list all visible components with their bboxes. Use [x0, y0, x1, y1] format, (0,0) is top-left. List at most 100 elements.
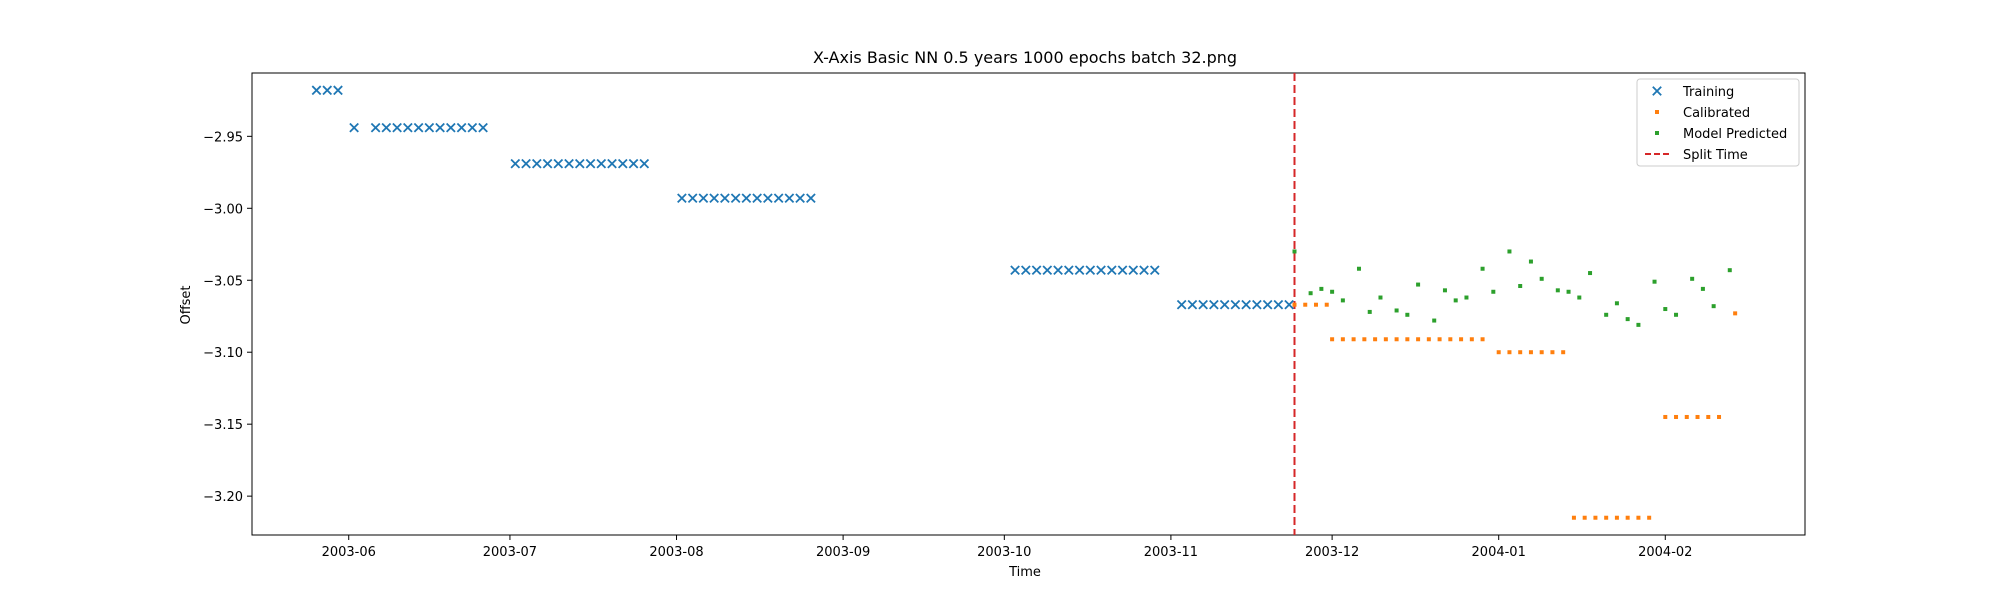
- legend-label: Calibrated: [1683, 106, 1750, 121]
- data-point: [1539, 276, 1544, 281]
- data-point: [1362, 337, 1367, 342]
- data-point: [1582, 515, 1587, 520]
- data-point: [1117, 265, 1128, 276]
- data-point: [1555, 288, 1560, 293]
- data-point: [1031, 265, 1042, 276]
- x-tick-label: 2003-09: [816, 545, 870, 560]
- data-point: [1149, 265, 1160, 276]
- data-point: [1727, 268, 1732, 273]
- data-point: [1480, 266, 1485, 271]
- data-point: [752, 193, 762, 204]
- data-point: [1273, 299, 1284, 310]
- data-point: [1308, 291, 1313, 296]
- data-point: [1636, 515, 1641, 520]
- y-tick-label: −3.20: [203, 490, 243, 505]
- data-point: [553, 158, 564, 169]
- x-tick-label: 2003-11: [1144, 545, 1198, 560]
- data-point: [1139, 265, 1149, 276]
- data-point: [1690, 276, 1695, 281]
- x-axis-label: Time: [1008, 565, 1041, 580]
- data-point: [435, 122, 445, 133]
- chart-title: X-Axis Basic NN 0.5 years 1000 epochs ba…: [813, 48, 1237, 67]
- legend-marker: [1655, 110, 1659, 114]
- data-point: [1405, 312, 1410, 317]
- data-point: [741, 193, 752, 204]
- data-point: [1571, 515, 1576, 520]
- data-point: [1625, 515, 1630, 520]
- data-point: [1528, 259, 1533, 264]
- data-point: [784, 193, 795, 204]
- data-point: [1405, 337, 1410, 342]
- data-point: [1106, 265, 1117, 276]
- data-point: [1324, 302, 1329, 307]
- data-point: [1292, 302, 1297, 307]
- data-point: [677, 193, 687, 204]
- data-point: [1507, 350, 1512, 355]
- data-point: [311, 85, 322, 96]
- data-point: [1717, 414, 1722, 419]
- data-point: [1367, 309, 1372, 314]
- data-point: [1614, 301, 1619, 306]
- data-point: [1319, 286, 1324, 291]
- data-point: [795, 193, 805, 204]
- data-point: [1663, 414, 1668, 419]
- data-point: [1416, 282, 1421, 287]
- data-point: [1219, 299, 1230, 310]
- data-point: [1459, 337, 1464, 342]
- x-tick-label: 2003-12: [1305, 545, 1359, 560]
- data-point: [1496, 350, 1501, 355]
- data-point: [1085, 265, 1096, 276]
- data-point: [1561, 350, 1566, 355]
- data-point: [607, 158, 617, 169]
- data-point: [806, 193, 816, 204]
- data-point: [333, 85, 343, 96]
- data-point: [564, 158, 574, 169]
- data-point: [1303, 302, 1308, 307]
- data-point: [1230, 299, 1241, 310]
- legend-marker: [1655, 131, 1659, 135]
- data-point: [628, 158, 639, 169]
- data-point: [1695, 414, 1700, 419]
- data-point: [1663, 307, 1668, 312]
- data-point: [1262, 299, 1273, 310]
- data-point: [1539, 350, 1544, 355]
- data-point: [1176, 299, 1187, 310]
- plot-area: 2003-06 2003-07 2003-08 2003-09 2003-10 2003-…: [203, 72, 1806, 560]
- data-point: [596, 158, 607, 169]
- data-point: [381, 122, 392, 133]
- data-point: [1652, 279, 1657, 284]
- plot-frame: [251, 72, 1806, 536]
- y-tick-label: −3.10: [203, 346, 243, 361]
- data-point: [478, 122, 488, 133]
- data-point: [370, 122, 381, 133]
- data-point: [1647, 515, 1652, 520]
- data-point: [1284, 299, 1294, 310]
- data-point: [1625, 317, 1630, 322]
- y-tick-label: −3.05: [203, 274, 243, 289]
- data-point: [1241, 299, 1251, 310]
- data-point: [1426, 337, 1431, 342]
- data-point: [730, 193, 741, 204]
- data-point: [403, 122, 413, 133]
- data-point: [1480, 337, 1485, 342]
- data-point: [1373, 337, 1378, 342]
- data-point: [639, 158, 650, 169]
- data-point: [521, 158, 531, 169]
- data-point: [1636, 322, 1641, 327]
- data-point: [1330, 289, 1335, 294]
- data-point: [617, 158, 628, 169]
- data-point: [322, 85, 333, 96]
- data-point: [392, 122, 402, 133]
- data-point: [456, 122, 467, 133]
- data-point: [1442, 288, 1447, 293]
- data-point: [1469, 337, 1474, 342]
- data-point: [1464, 295, 1469, 300]
- data-point: [542, 158, 553, 169]
- data-point: [1604, 515, 1609, 520]
- data-point: [445, 122, 456, 133]
- data-point: [1020, 265, 1031, 276]
- data-point: [1577, 295, 1582, 300]
- series-training: [311, 85, 1294, 310]
- y-tick-label: −2.95: [203, 130, 243, 145]
